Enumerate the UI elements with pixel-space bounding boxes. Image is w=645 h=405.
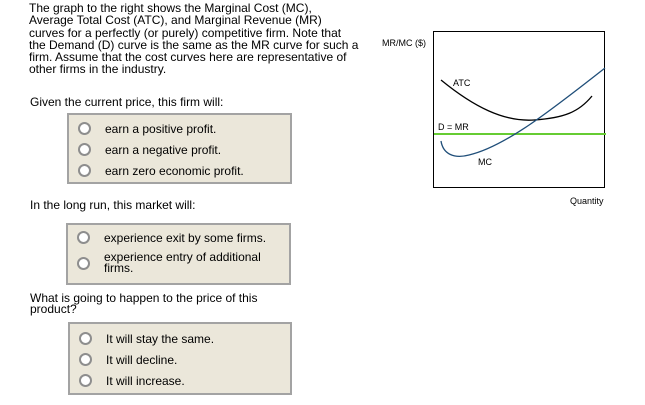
cost-curve-graph: ATC D = MR MC <box>433 31 606 188</box>
intro-line: other firms in the industry. <box>29 62 167 77</box>
radio-button[interactable] <box>78 122 91 135</box>
y-axis-label: MR/MC ($) <box>382 38 426 48</box>
intro-line: firm. Assume that the cost curves here a… <box>29 50 347 65</box>
option-label: earn a negative profit. <box>105 142 222 157</box>
option-positive-profit[interactable]: earn a positive profit. <box>78 122 216 135</box>
dmr-label: D = MR <box>438 122 469 132</box>
graph-curves <box>434 67 606 157</box>
option-entry[interactable]: experience entry of additional firms. <box>77 250 261 275</box>
radio-button[interactable] <box>78 143 91 156</box>
question-1-options: earn a positive profit. earn a negative … <box>67 113 292 184</box>
question-3-options: It will stay the same. It will decline. … <box>68 322 292 395</box>
atc-label: ATC <box>453 78 471 88</box>
question-2-options: experience exit by some firms. experienc… <box>66 223 291 285</box>
x-axis-label: Quantity <box>570 196 604 206</box>
option-decline[interactable]: It will decline. <box>79 353 177 366</box>
option-label-line: firms. <box>104 261 134 275</box>
question-2-label: In the long run, this market will: <box>30 198 196 212</box>
option-label: earn a positive profit. <box>105 121 217 136</box>
option-label: It will decline. <box>106 352 178 367</box>
mc-label: MC <box>478 157 492 167</box>
intro-line: the Demand (D) curve is the same as the … <box>29 37 359 52</box>
question-3-label: What is going to happen to the price of … <box>30 291 258 316</box>
option-zero-profit[interactable]: earn zero economic profit. <box>78 164 244 177</box>
option-label: It will stay the same. <box>106 331 215 346</box>
radio-button[interactable] <box>78 164 91 177</box>
intro-line: Average Total Cost (ATC), and Marginal R… <box>29 13 322 28</box>
radio-button[interactable] <box>79 353 92 366</box>
option-label: experience entry of additional firms. <box>104 250 261 275</box>
option-increase[interactable]: It will increase. <box>79 374 185 387</box>
option-stay-same[interactable]: It will stay the same. <box>79 332 214 345</box>
mc-curve <box>440 67 606 157</box>
radio-button[interactable] <box>77 231 90 244</box>
option-label-line: experience entry of additional <box>104 250 261 264</box>
option-negative-profit[interactable]: earn a negative profit. <box>78 143 221 156</box>
intro-line: curves for a perfectly (or purely) compe… <box>29 25 342 40</box>
option-exit[interactable]: experience exit by some firms. <box>77 231 266 244</box>
atc-curve <box>440 79 593 121</box>
question-intro: The graph to the right shows the Margina… <box>29 2 394 76</box>
radio-button[interactable] <box>79 374 92 387</box>
option-label: experience exit by some firms. <box>104 230 267 245</box>
question-3-label-line: product? <box>30 302 77 316</box>
radio-button[interactable] <box>77 256 90 270</box>
option-label: It will increase. <box>106 373 185 388</box>
intro-line: The graph to the right shows the Margina… <box>29 1 312 15</box>
question-3-label-line: What is going to happen to the price of … <box>30 291 258 305</box>
radio-button[interactable] <box>79 332 92 345</box>
question-1-label: Given the current price, this firm will: <box>30 95 224 109</box>
option-label: earn zero economic profit. <box>105 163 244 178</box>
